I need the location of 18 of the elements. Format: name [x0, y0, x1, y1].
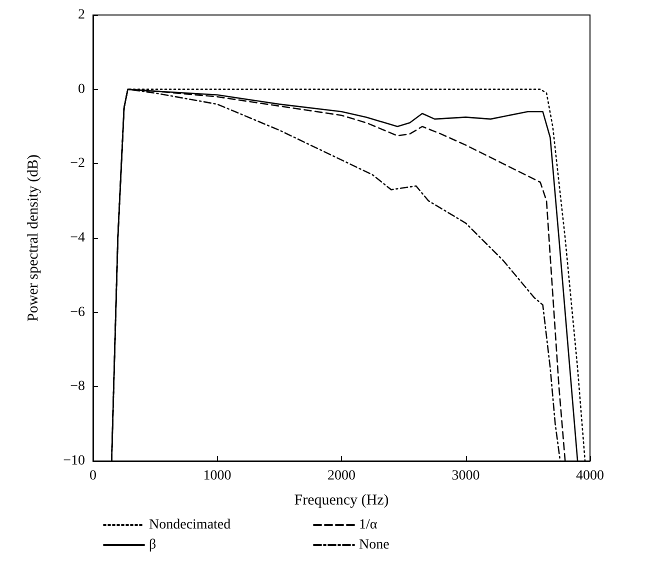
legend-label: Nondecimated — [149, 518, 231, 532]
y-tick-label: −2 — [70, 156, 85, 172]
y-tick-label: −4 — [70, 230, 85, 246]
legend-label: β — [149, 538, 156, 552]
y-tick-label: −8 — [70, 379, 85, 394]
x-tick-label: 1000 — [203, 468, 232, 484]
y-axis-title: Power spectral density (dB) — [26, 154, 42, 322]
y-tick-label: 0 — [78, 82, 85, 97]
y-tick-label: −6 — [70, 304, 85, 320]
x-tick-label: 4000 — [576, 468, 604, 484]
x-tick-label: 3000 — [452, 468, 480, 484]
x-tick-label: 0 — [90, 468, 96, 484]
legend-label: 1/α — [359, 518, 378, 532]
y-tick-label: 2 — [78, 8, 85, 22]
y-tick-label: −10 — [63, 454, 85, 468]
x-axis-title: Frequency (Hz) — [294, 492, 389, 508]
legend-label: None — [359, 538, 390, 552]
x-tick-label: 2000 — [328, 468, 356, 484]
